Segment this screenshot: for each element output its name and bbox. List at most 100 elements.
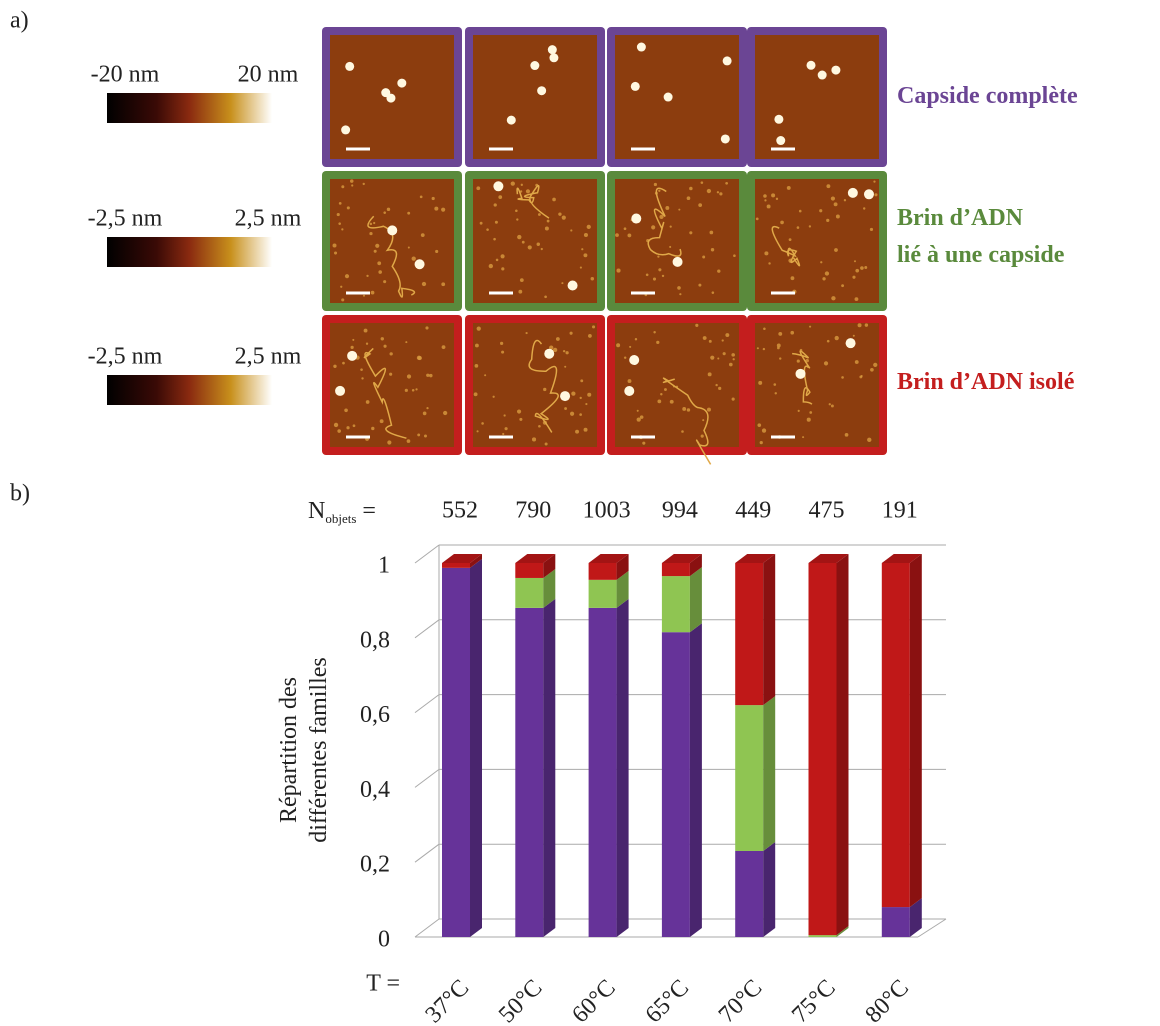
afm-speck [387,440,392,445]
afm-speck [341,298,345,302]
afm-speck [561,282,564,285]
bar-side [616,570,629,608]
afm-speck [362,294,366,297]
afm-speck [592,325,596,329]
bar-side [763,554,776,706]
afm-particle [663,92,673,102]
afm-speck [808,225,812,228]
afm-speck [407,211,411,215]
afm-speck [678,208,681,211]
afm-speck [366,274,369,278]
afm-speck [481,422,484,425]
bar-side [616,598,629,937]
afm-speck [864,323,869,327]
afm-image [615,179,739,303]
afm-speck [383,280,387,284]
afm-speck [342,361,345,365]
afm-speck [700,181,704,184]
afm-speck [498,195,503,199]
bar-side [836,926,849,937]
afm-speck [365,400,370,404]
afm-speck [549,345,554,350]
afm-speck [570,229,573,232]
colorbars: -20 nm 20 nm -2,5 nm 2,5 nm -2,5 nm 2,5 nm [88,62,302,405]
afm-speck [540,247,543,251]
afm-speck [841,376,844,379]
afm-speck [855,268,860,273]
panel-label: b) [10,481,30,507]
afm-speck [479,221,483,225]
afm-speck [544,226,549,231]
afm-speck [686,196,691,201]
afm-speck [698,203,703,208]
count-value: 552 [442,498,478,524]
afm-speck [486,228,489,231]
afm-particle [806,60,816,70]
afm-particle [341,125,351,135]
bar-side [836,554,849,936]
afm-speck [669,245,672,248]
bar-side [543,554,556,578]
afm-speck [722,352,726,356]
afm-speck [527,245,532,250]
bar-top [661,554,702,563]
afm-speck [333,364,337,368]
afm-speck [571,391,576,396]
afm-speck [790,276,795,281]
afm-speck [731,397,735,401]
afm-speck [653,182,657,187]
afm-speck [336,212,340,217]
afm-speck [711,291,715,294]
afm-speck [334,251,338,255]
bar-side [763,841,776,937]
count-value: 1003 [583,498,631,524]
afm-speck [404,388,408,392]
afm-speck [369,222,373,226]
afm-speck [627,379,632,384]
afm-particle [381,88,391,98]
grid-line-side [414,769,440,788]
afm-speck [652,277,657,281]
afm-speck [796,359,800,363]
afm-speck [371,426,375,431]
afm-speck [502,432,505,436]
afm-particle [831,65,841,75]
afm-speck [831,296,836,301]
afm-speck [564,365,567,368]
bar [735,563,764,706]
x-tick-label: 80°C [860,975,913,1026]
row-label: Capside complète [897,83,1078,109]
afm-speck [525,331,528,335]
afm-speck [824,271,830,276]
afm-particle [863,189,874,200]
afm-strand [516,185,550,219]
bar-top [808,554,849,563]
count-label: Nobjets = [308,498,376,526]
afm-speck [870,367,874,372]
bar [735,705,764,851]
afm-images [322,27,887,465]
afm-speck [586,224,591,230]
afm-speck [525,189,531,194]
bar [588,563,617,580]
afm-speck [423,434,427,438]
afm-speck [854,360,859,364]
afm-speck [340,285,343,288]
bar-side [543,568,556,608]
afm-strand [662,377,712,465]
afm-speck [429,373,433,378]
afm-image [615,323,739,447]
y-tick-label: 0,8 [360,627,390,653]
afm-particle [774,114,784,124]
bar-side [616,554,629,580]
afm-particle [544,348,555,359]
afm-speck [516,409,522,414]
afm-speck [790,330,795,335]
afm-speck [702,336,707,340]
bar [442,563,470,568]
afm-speck [543,387,547,392]
afm-speck [820,261,823,264]
afm-speck [501,267,505,271]
afm-speck [853,260,856,263]
afm-speck [431,196,435,201]
